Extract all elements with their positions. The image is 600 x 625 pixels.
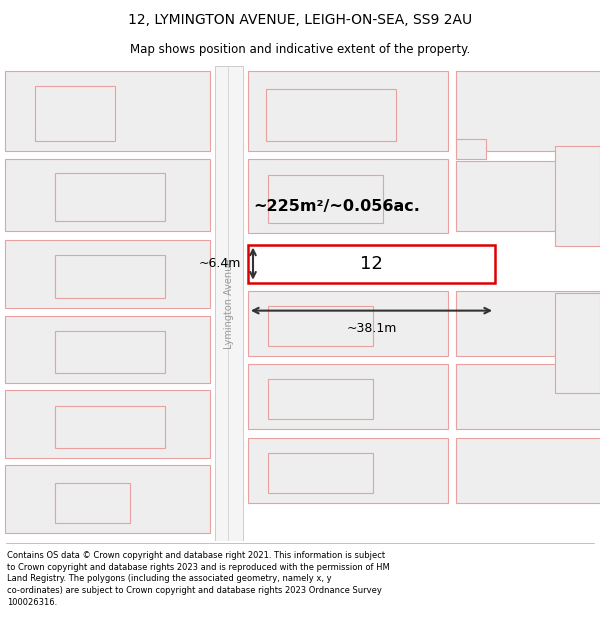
Text: ~6.4m: ~6.4m [199, 257, 241, 270]
Bar [266, 89, 396, 141]
Bar [55, 254, 165, 298]
Bar [268, 379, 373, 419]
Bar [456, 364, 600, 429]
Bar [248, 71, 448, 151]
Text: 12, LYMINGTON AVENUE, LEIGH-ON-SEA, SS9 2AU: 12, LYMINGTON AVENUE, LEIGH-ON-SEA, SS9 … [128, 12, 472, 27]
Bar [268, 306, 373, 346]
Bar [55, 482, 130, 522]
Bar [5, 239, 210, 308]
Bar [5, 159, 210, 231]
Text: Map shows position and indicative extent of the property.: Map shows position and indicative extent… [130, 42, 470, 56]
Bar [5, 389, 210, 458]
Text: Lymington Avenue: Lymington Avenue [224, 259, 234, 349]
Bar [55, 173, 165, 221]
Bar [35, 86, 115, 141]
Bar [456, 71, 600, 151]
Bar [456, 161, 600, 231]
Bar [248, 364, 448, 429]
Bar [248, 159, 448, 232]
Bar [215, 66, 243, 541]
Bar [5, 316, 210, 382]
Text: ~225m²/~0.056ac.: ~225m²/~0.056ac. [253, 199, 420, 214]
Bar [555, 292, 600, 392]
Text: ~38.1m: ~38.1m [346, 322, 397, 335]
Bar [55, 331, 165, 372]
Bar [5, 71, 210, 151]
Bar [456, 438, 600, 503]
Bar [268, 452, 373, 493]
Bar [248, 244, 495, 282]
Bar [456, 291, 600, 356]
Bar [5, 464, 210, 532]
Bar [555, 146, 600, 246]
Bar [55, 406, 165, 447]
Text: 12: 12 [360, 254, 383, 272]
Bar [248, 438, 448, 503]
Bar [456, 139, 486, 159]
Bar [268, 174, 383, 222]
Text: Contains OS data © Crown copyright and database right 2021. This information is : Contains OS data © Crown copyright and d… [7, 551, 390, 607]
Bar [248, 291, 448, 356]
